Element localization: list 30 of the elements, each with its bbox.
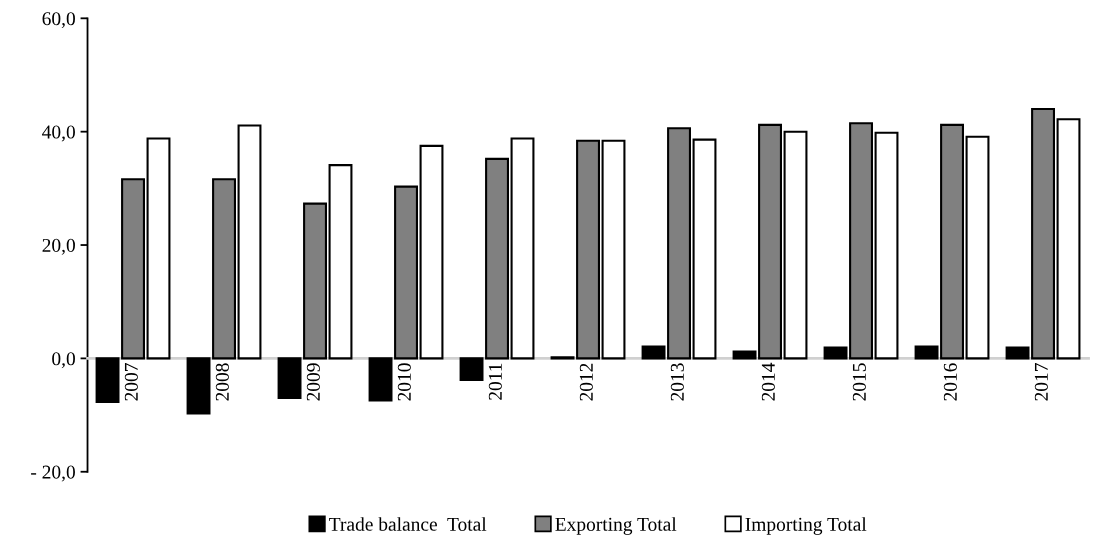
legend-label: Importing Total [745, 517, 867, 535]
bar [237, 124, 262, 360]
bar [328, 164, 353, 360]
bar [783, 130, 808, 360]
bar [1056, 118, 1081, 360]
bar [510, 137, 535, 360]
y-tick-label: 60,0 [42, 12, 75, 29]
bar [965, 135, 990, 360]
y-tick-label: 0,0 [52, 352, 75, 369]
y-tick-label: - 20,0 [31, 465, 75, 482]
x-tick-label: 2008 [215, 363, 229, 401]
y-tick-label: 40,0 [42, 125, 75, 142]
y-tick-label: 20,0 [42, 238, 75, 255]
x-tick-label: 2014 [761, 362, 775, 401]
x-tick-label: 2010 [397, 363, 411, 401]
bar [146, 137, 171, 360]
bar [874, 131, 899, 360]
x-tick-label: 2017 [1034, 363, 1048, 401]
bar [692, 138, 717, 360]
x-tick-label: 2013 [670, 363, 684, 401]
x-tick-label: 2009 [306, 363, 320, 401]
x-tick-label: 2011 [488, 363, 502, 400]
x-tick-label: 2012 [579, 363, 593, 401]
bar [419, 144, 444, 360]
legend-label: Trade balance Total [329, 517, 487, 531]
x-tick-label: 2016 [943, 363, 957, 401]
x-tick-label: 2015 [852, 363, 866, 401]
bar [601, 139, 626, 360]
legend-label: Exporting Total [555, 517, 677, 535]
x-tick-label: 2007 [124, 363, 138, 401]
